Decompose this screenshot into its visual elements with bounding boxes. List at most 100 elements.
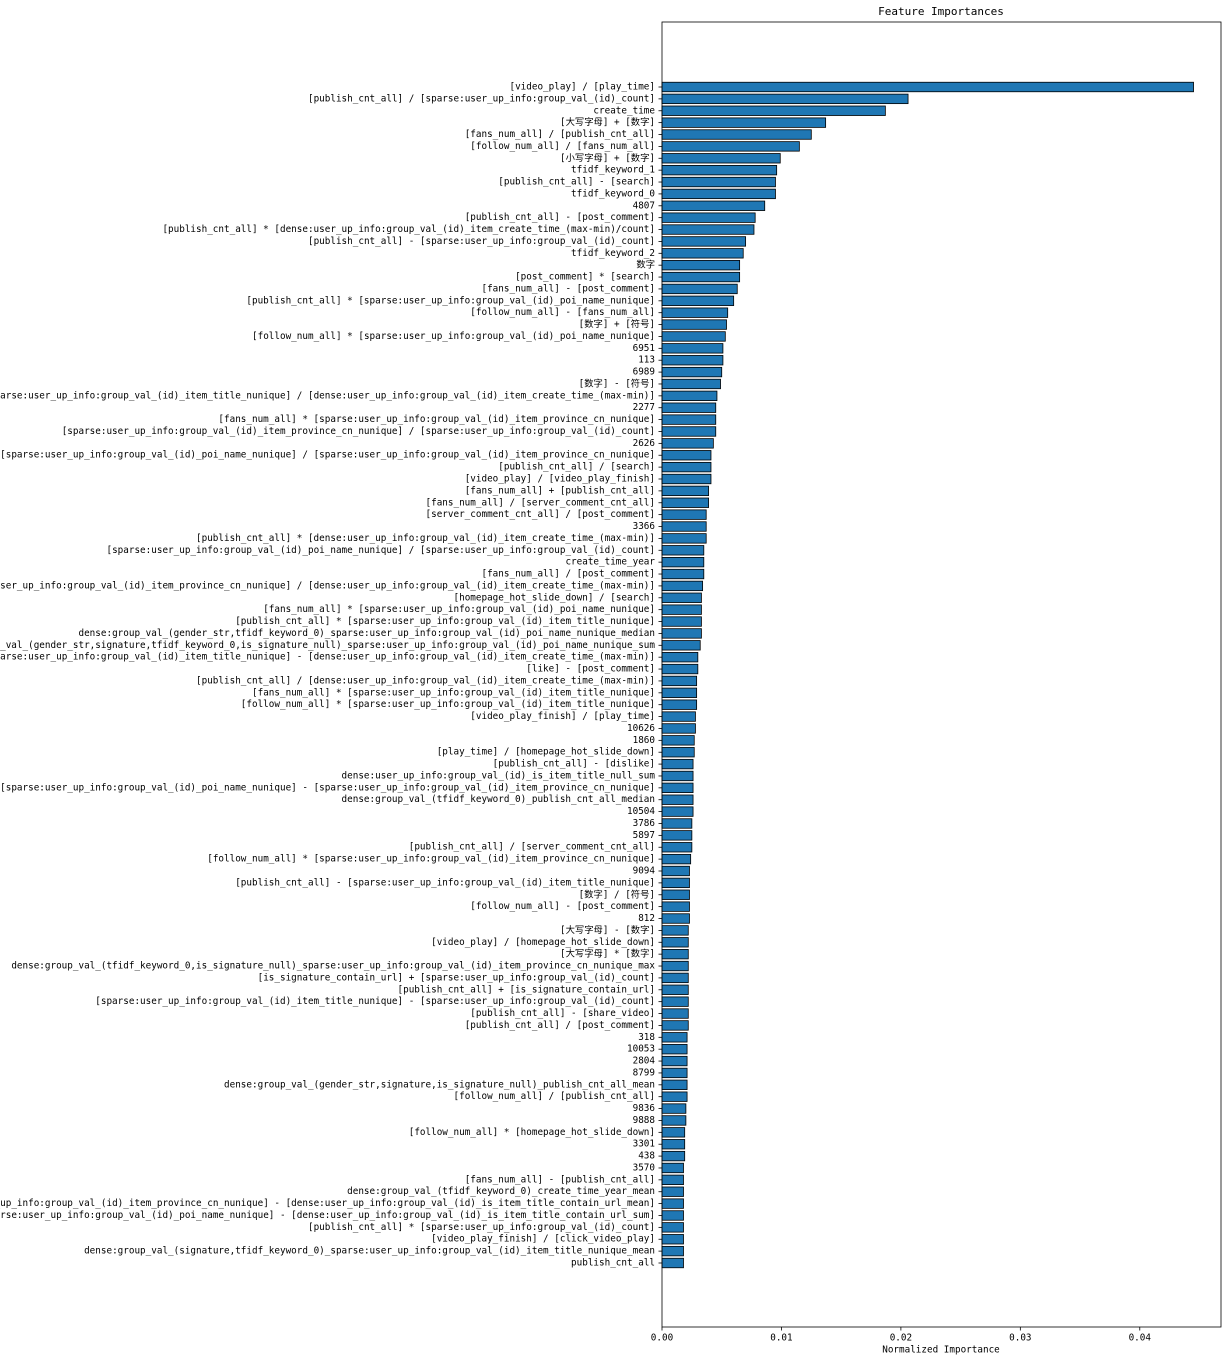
bar [661, 378, 721, 390]
bar [661, 865, 690, 877]
bar [661, 949, 689, 960]
bar [661, 438, 714, 449]
bar [661, 842, 693, 853]
bar [661, 723, 696, 734]
bar [661, 129, 812, 140]
y-tick-label: [follow_num_all] * [homepage_hot_slide_d… [409, 1127, 655, 1138]
bar [661, 307, 729, 318]
y-tick-label: dense:group_val_(tfidf_keyword_0,is_sign… [11, 961, 655, 972]
bar [661, 93, 909, 105]
y-tick-label: [大写字母] + [数字] [560, 116, 655, 128]
y-tick-label: [follow_num_all] * [sparse:user_up_info:… [252, 331, 655, 342]
bar [661, 1186, 684, 1197]
bar [661, 117, 827, 128]
y-tick-label: dense:group_val_(gender_str,signature,tf… [0, 640, 655, 651]
y-tick-label: 6951 [633, 343, 655, 354]
y-tick-label: 10504 [627, 806, 655, 817]
y-tick-label: [publish_cnt_all] * [sparse:user_up_info… [246, 295, 655, 306]
bar [661, 343, 724, 354]
y-tick-label: [video_play_finish] / [play_time] [470, 711, 655, 722]
bar [661, 485, 709, 497]
bar [661, 1115, 687, 1126]
bar [661, 818, 693, 829]
y-tick-label: dense:user_up_info:group_val_(id)_is_ite… [342, 770, 656, 781]
y-tick-label: [publish_cnt_all] + [is_signature_contai… [398, 984, 655, 995]
bar [661, 497, 709, 508]
y-tick-label: 1860 [633, 735, 655, 746]
bar [661, 794, 694, 805]
y-tick-label: [video_play] / [play_time] [509, 82, 655, 93]
y-tick-label: dense:group_val_(gender_str,signature,is… [224, 1079, 655, 1090]
bar [661, 295, 735, 306]
y-tick-label: [sparse:user_up_info:group_val_(id)_item… [0, 652, 655, 663]
bar [661, 153, 781, 164]
y-tick-label: 3786 [633, 818, 655, 829]
bar [661, 366, 723, 378]
bar [661, 331, 726, 342]
bar [661, 830, 693, 841]
bar [661, 1044, 688, 1055]
bar [661, 889, 690, 900]
y-tick-label: tfidf_keyword_0 [571, 188, 655, 199]
y-tick-label: 6989 [633, 367, 655, 378]
bar [661, 901, 690, 912]
y-tick-label: [video_play] / [homepage_hot_slide_down] [431, 937, 655, 948]
bar [661, 996, 689, 1007]
y-tick-label: dense:group_val_(signature,tfidf_keyword… [84, 1246, 655, 1257]
y-tick-label: [小写字母] + [数字] [560, 152, 655, 164]
y-tick-label: [fans_num_all] / [publish_cnt_all] [465, 129, 655, 140]
y-tick-label: [publish_cnt_all] - [sparse:user_up_info… [235, 877, 655, 888]
y-tick-label: [video_play_finish] / [click_video_play] [431, 1234, 655, 1245]
y-tick-label: 10053 [627, 1044, 655, 1055]
bar [661, 1162, 684, 1174]
bar [661, 735, 695, 746]
bar [661, 1210, 684, 1221]
y-tick-label: [publish_cnt_all] / [sparse:user_up_info… [308, 93, 655, 104]
bar [661, 533, 707, 544]
y-tick-label: [fans_num_all] * [sparse:user_up_info:gr… [263, 604, 655, 615]
bar [661, 747, 695, 758]
y-tick-label: [数字] - [符号] [579, 377, 655, 389]
bar [661, 260, 741, 271]
y-tick-label: 2277 [633, 402, 655, 413]
bar [661, 640, 701, 651]
bar [661, 414, 717, 425]
y-tick-label: [follow_num_all] * [sparse:user_up_info:… [207, 854, 655, 865]
bar [661, 450, 712, 461]
bar [661, 81, 1194, 93]
bar [661, 509, 707, 520]
x-tick-label: 0.04 [1129, 1333, 1152, 1344]
y-tick-label: [like] - [post_comment] [526, 664, 655, 675]
y-tick-label: dense:group_val_(gender_str,tfidf_keywor… [78, 628, 655, 639]
y-tick-label: [大写字母] - [数字] [560, 924, 655, 936]
bar [661, 877, 690, 889]
bar [661, 853, 692, 865]
bar [661, 652, 699, 663]
bar [661, 782, 694, 794]
bar [661, 616, 702, 627]
y-tick-label: [fans_num_all] * [sparse:user_up_info:gr… [252, 687, 655, 698]
bar [661, 1020, 689, 1031]
y-tick-label: [publish_cnt_all] - [share_video] [470, 1008, 655, 1019]
bar [661, 699, 698, 710]
bar [661, 1139, 686, 1150]
bar [661, 1150, 686, 1162]
y-tick-label: [fans_num_all] - [post_comment] [481, 283, 655, 294]
bar [661, 355, 724, 366]
y-tick-label: dense:group_val_(tfidf_keyword_0)_publis… [342, 794, 655, 805]
bar [661, 141, 800, 152]
bar [661, 1055, 688, 1067]
bar [661, 711, 696, 722]
chart-title: Feature Importances [878, 5, 1004, 18]
y-tick-label: [follow_num_all] / [fans_num_all] [470, 141, 655, 152]
y-tick-label: [publish_cnt_all] - [search] [498, 177, 655, 188]
bar [661, 402, 717, 413]
bar [661, 1103, 687, 1114]
y-tick-label: publish_cnt_all [571, 1258, 655, 1269]
bar [661, 1008, 689, 1019]
bar [661, 212, 756, 223]
y-tick-label: tfidf_keyword_2 [571, 248, 655, 259]
bar [661, 1257, 684, 1269]
y-tick-label: dense:group_val_(tfidf_keyword_0)_create… [347, 1186, 655, 1197]
bar [661, 390, 718, 401]
